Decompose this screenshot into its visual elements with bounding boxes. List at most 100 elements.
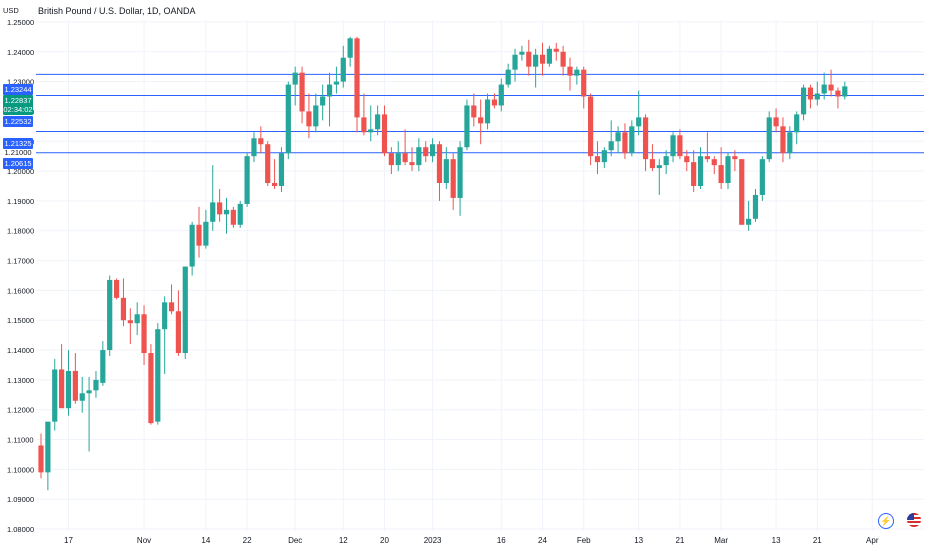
candle — [52, 359, 58, 431]
y-tick-label: 1.15000 — [7, 316, 34, 325]
candle-body — [320, 96, 326, 106]
candle-body — [141, 314, 147, 354]
candle-body — [464, 105, 470, 148]
candle — [175, 290, 181, 357]
candle — [636, 90, 642, 136]
x-tick-label: Feb — [577, 536, 591, 545]
candle — [86, 376, 92, 452]
y-tick-label: 1.23000 — [7, 78, 34, 87]
candle — [601, 147, 607, 169]
x-tick-label: 17 — [64, 536, 73, 545]
candle — [725, 153, 731, 189]
x-tick-label: Nov — [137, 536, 151, 545]
candle — [478, 99, 484, 145]
candle — [649, 144, 656, 172]
candle-body — [478, 117, 484, 124]
candle-body — [375, 114, 381, 130]
candle-body — [526, 51, 532, 67]
candle — [718, 147, 724, 189]
level-badge-low-band: 1.22532 — [3, 116, 33, 127]
candle-body — [168, 302, 175, 312]
flash-icon[interactable] — [878, 513, 894, 529]
candle — [210, 165, 216, 231]
candle — [443, 147, 449, 189]
candle-body — [697, 156, 704, 186]
candle — [299, 66, 305, 124]
y-tick-label: 1.08000 — [7, 525, 34, 534]
y-tick-label: 1.10000 — [7, 465, 34, 474]
candle — [450, 153, 456, 210]
candle — [189, 221, 195, 276]
candle — [265, 141, 271, 186]
candle — [814, 81, 820, 106]
candle — [59, 344, 65, 409]
candle — [381, 105, 388, 157]
candle — [361, 93, 367, 136]
candle — [326, 72, 333, 127]
level-badge-mid-1: 1.21325 — [3, 138, 33, 149]
candle — [168, 284, 175, 315]
candle-body — [292, 72, 298, 85]
candle-body — [354, 38, 360, 118]
x-tick-label: Dec — [288, 536, 302, 545]
candle-body — [347, 38, 353, 58]
candle — [141, 305, 147, 365]
candle-body — [594, 156, 601, 163]
candle — [670, 132, 676, 163]
candle — [835, 87, 841, 109]
candle-body — [670, 135, 676, 157]
candle-body — [436, 144, 443, 184]
candle — [113, 278, 120, 300]
countdown-badge: 02:34:02 — [3, 104, 33, 115]
candle — [306, 93, 312, 139]
candle — [807, 84, 814, 109]
x-tick-label: Apr — [866, 536, 879, 545]
candle-body — [299, 72, 305, 112]
candle-body — [402, 153, 408, 163]
candle-body — [86, 390, 92, 394]
candle-body — [423, 147, 429, 157]
candle — [292, 66, 298, 106]
candle — [704, 132, 710, 163]
candle-body — [759, 159, 765, 195]
candle-body — [278, 153, 285, 186]
candle-body — [800, 87, 807, 115]
candle-body — [560, 51, 566, 67]
candle-body — [134, 314, 140, 324]
y-tick-label: 1.19000 — [7, 197, 34, 206]
x-axis-ticks: 17 Nov 14 22 Dec 12 20 2023 16 24 Feb 13 21 Mar 13 21 Ap… — [64, 536, 879, 545]
candle — [608, 120, 614, 157]
candle — [711, 156, 717, 175]
us-flag-icon[interactable] — [907, 513, 921, 527]
candle-body — [285, 84, 291, 154]
candle-body — [725, 156, 731, 184]
candle — [402, 129, 408, 166]
candle — [285, 81, 291, 160]
candle-body — [258, 138, 264, 145]
x-tick-label: 14 — [201, 536, 210, 545]
x-tick-label: 21 — [675, 536, 684, 545]
x-tick-label: 2023 — [424, 536, 442, 545]
candle — [471, 93, 477, 127]
candle-body — [691, 162, 697, 186]
y-tick-label: 1.17000 — [7, 257, 34, 266]
candle — [526, 39, 532, 76]
current-price-badge: 1.22837 — [3, 95, 33, 106]
candle-body — [271, 183, 278, 186]
candle — [457, 141, 463, 216]
candle-body — [333, 81, 340, 85]
candle-body — [519, 51, 525, 55]
candle — [237, 200, 243, 228]
candle — [271, 159, 278, 189]
candle-body — [395, 153, 401, 166]
candle-body — [93, 379, 99, 391]
candle-body — [203, 221, 209, 246]
candle-body — [608, 141, 614, 151]
candle — [752, 188, 759, 222]
candle — [347, 36, 353, 67]
candle-body — [306, 111, 312, 127]
candle — [320, 84, 326, 121]
candle-body — [484, 99, 491, 124]
